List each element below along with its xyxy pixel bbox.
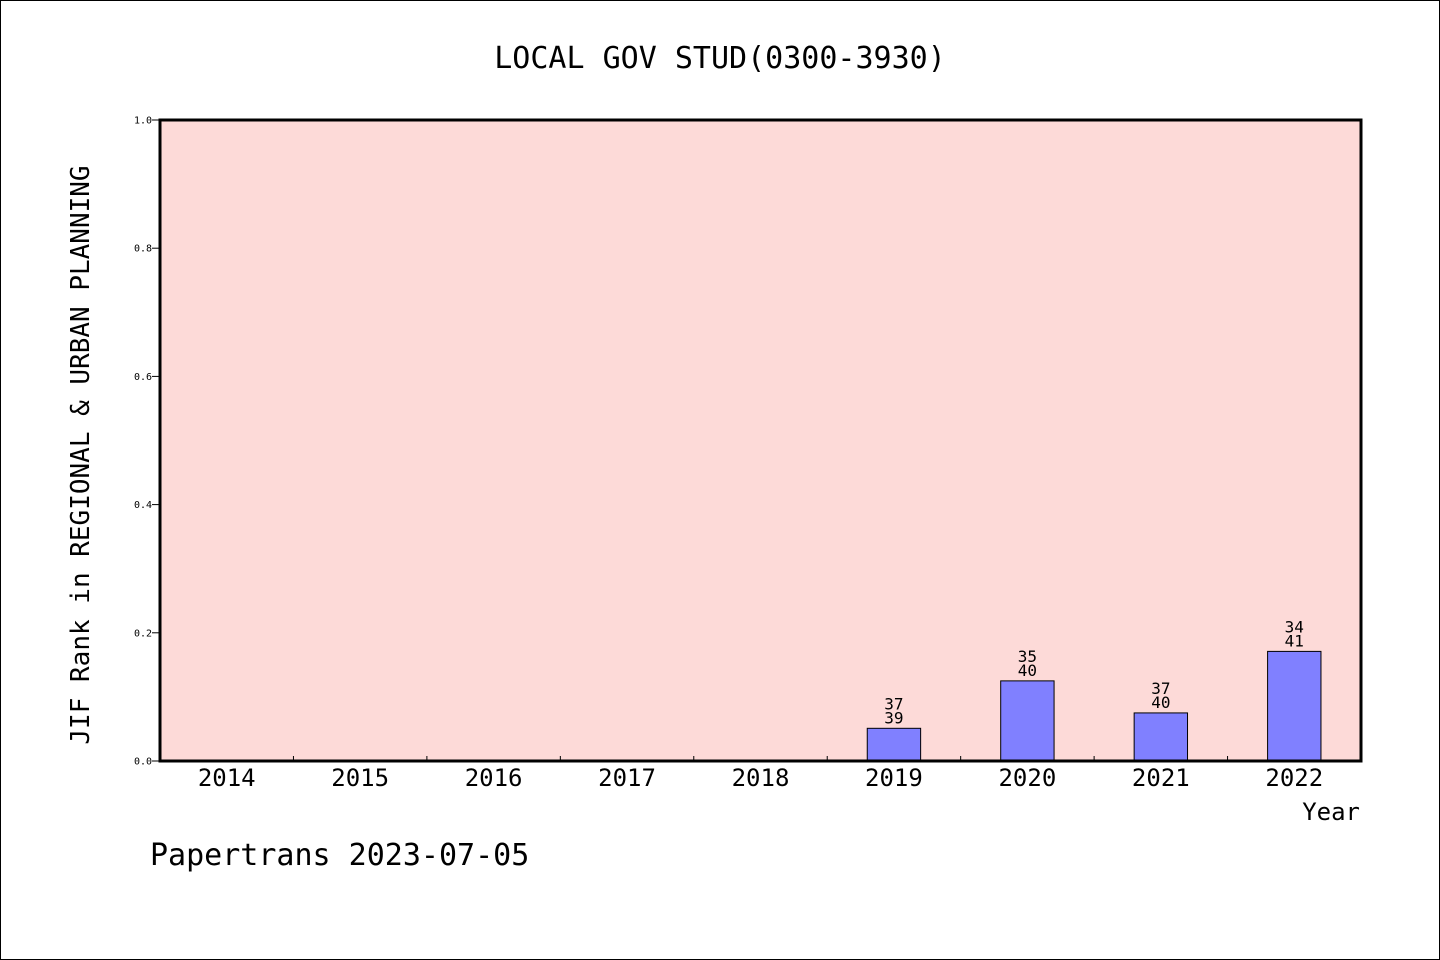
x-tick-label: 2019 <box>865 764 923 792</box>
footer-credit: Papertrans 2023-07-05 <box>150 838 529 873</box>
bar-label-total: 39 <box>884 708 903 727</box>
y-tick-label: 0.6 <box>134 372 152 383</box>
y-tick-label: 0.0 <box>134 757 152 768</box>
plot-area <box>160 120 1361 761</box>
x-tick-label: 2017 <box>598 764 656 792</box>
y-tick-label: 0.2 <box>134 628 152 639</box>
x-tick-label: 2020 <box>998 764 1056 792</box>
bar-2021 <box>1133 712 1189 762</box>
bar-label-total: 41 <box>1285 631 1304 650</box>
bar-label-rank: 37 <box>1151 679 1170 698</box>
bar-label-rank: 35 <box>1018 647 1037 666</box>
bar-label-rank: 34 <box>1285 617 1304 636</box>
bars-group <box>866 650 1322 762</box>
bar-2022 <box>1267 650 1322 762</box>
bar-2019 <box>866 727 922 762</box>
x-tick-label: 2016 <box>465 764 523 792</box>
chart-title: LOCAL GOV STUD(0300-3930) <box>494 41 946 76</box>
x-tick-label: 2022 <box>1265 764 1323 792</box>
y-tick-label: 0.4 <box>134 500 152 511</box>
y-tick-label: 0.8 <box>134 244 152 255</box>
y-axis-ticks: 0.0 0.2 0.4 0.6 0.8 1.0 <box>134 116 160 768</box>
x-tick-label: 2014 <box>198 764 256 792</box>
x-axis-ticks: 2014 2015 2016 2017 2018 2019 2020 2021 2022 <box>198 756 1323 792</box>
x-tick-label: 2018 <box>732 764 790 792</box>
y-tick-label: 1.0 <box>134 116 152 127</box>
bar-2020 <box>1000 680 1055 762</box>
x-tick-label: 2015 <box>331 764 389 792</box>
bar-label-rank: 37 <box>884 694 903 713</box>
bar-label-total: 40 <box>1151 693 1170 712</box>
x-tick-label: 2021 <box>1132 764 1190 792</box>
plot-frame <box>158 118 1363 763</box>
bar-label-total: 40 <box>1018 661 1037 680</box>
y-axis-label: JIF Rank in REGIONAL & URBAN PLANNING <box>66 165 96 744</box>
x-axis-label: Year <box>1302 798 1360 826</box>
